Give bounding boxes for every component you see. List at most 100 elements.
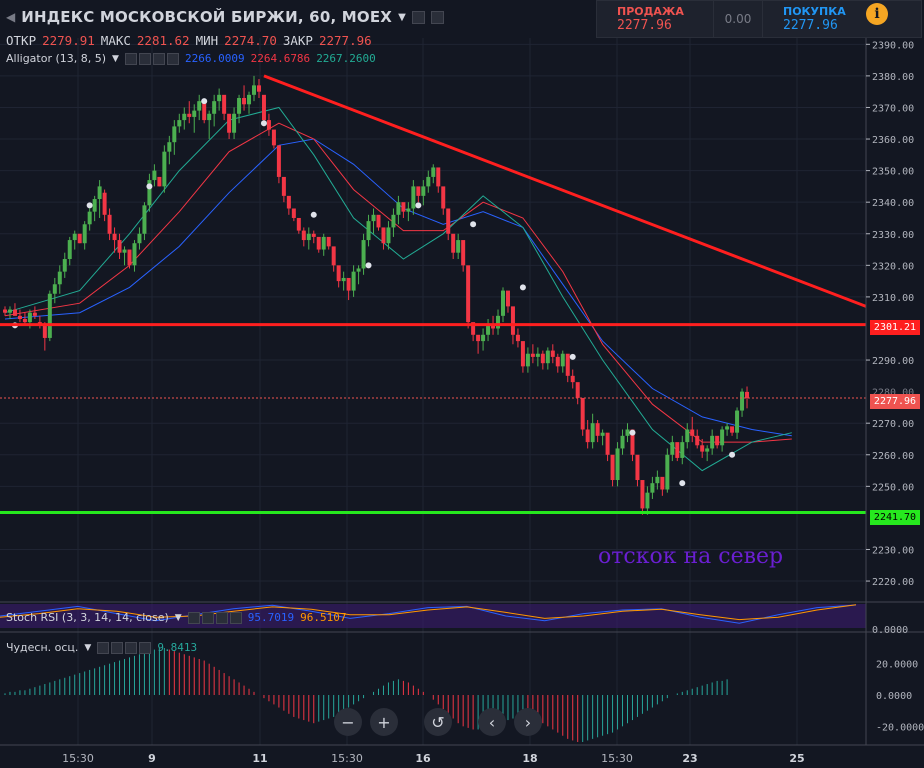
candle-body	[127, 249, 132, 266]
trendline-drawing[interactable]	[263, 74, 915, 327]
candle-body	[560, 353, 565, 367]
candle	[570, 369, 575, 389]
candle	[431, 164, 436, 184]
eye-icon[interactable]	[97, 641, 110, 654]
candle	[441, 186, 446, 215]
settings-icon[interactable]	[201, 611, 214, 624]
chevron-down-icon[interactable]: ▼	[84, 642, 92, 653]
sell-label: ПРОДАЖА	[617, 5, 684, 18]
buy-button[interactable]: ПОКУПКА 2277.96	[762, 1, 877, 37]
settings-icon[interactable]	[138, 52, 151, 65]
ao-pane	[0, 631, 924, 742]
candle-body	[650, 483, 655, 493]
eye-icon[interactable]	[124, 52, 137, 65]
settings-icon[interactable]	[411, 10, 425, 24]
candle	[421, 180, 426, 206]
horizontal-levels[interactable]	[0, 323, 866, 515]
scroll-left-button[interactable]: ‹	[478, 708, 506, 736]
time-axis-label: 15:30	[331, 752, 363, 765]
candle	[461, 240, 466, 272]
candle-body	[570, 375, 575, 383]
candle-body	[655, 476, 660, 484]
candle	[391, 208, 396, 237]
symbol-collapse-icon[interactable]: ◀	[6, 10, 16, 24]
reset-button[interactable]: ↺	[424, 708, 452, 736]
duplicate-icon[interactable]	[125, 641, 138, 654]
remove-icon[interactable]	[430, 10, 444, 24]
candle-body	[730, 426, 735, 433]
candle-body	[256, 85, 261, 92]
candle-body	[232, 113, 237, 133]
candle	[266, 113, 271, 136]
candle	[366, 214, 371, 247]
fractal-marker	[365, 262, 372, 269]
candle	[87, 208, 92, 231]
chart-header: ◀ ИНДЕКС МОСКОВСКОЙ БИРЖИ, 60, MOEX ▼	[6, 8, 444, 26]
last-price-tag: 2277.96	[870, 394, 920, 409]
candle	[735, 407, 740, 439]
candle	[107, 208, 112, 241]
eye-icon[interactable]	[187, 611, 200, 624]
price-axis-label: -20.0000	[876, 722, 924, 733]
candle-body	[252, 85, 256, 95]
settings-icon[interactable]	[111, 641, 124, 654]
sell-button[interactable]: ПРОДАЖА 2277.96	[597, 1, 714, 37]
alligator-lips-value: 2267.2600	[316, 52, 376, 65]
chevron-down-icon[interactable]: ▼	[174, 612, 182, 623]
close-icon[interactable]	[166, 52, 179, 65]
grid	[0, 38, 866, 745]
ao-name[interactable]: Чудесн. осц.	[6, 641, 79, 654]
candle	[271, 129, 276, 149]
trendline	[263, 74, 912, 326]
chevron-down-icon[interactable]: ▼	[112, 53, 119, 64]
candle	[3, 306, 7, 316]
scroll-right-button[interactable]: ›	[514, 708, 542, 736]
candle	[730, 426, 735, 436]
candle	[147, 173, 152, 212]
annotation-text[interactable]: отскок на север	[598, 544, 784, 569]
sell-price: 2277.96	[617, 18, 672, 33]
time-axis-label: 11	[252, 752, 267, 765]
candle-body	[645, 492, 650, 509]
duplicate-icon[interactable]	[152, 52, 165, 65]
candle	[17, 309, 22, 323]
candle	[77, 233, 82, 244]
candle-body	[525, 353, 530, 367]
duplicate-icon[interactable]	[215, 611, 228, 624]
candle	[256, 79, 261, 98]
zoom-out-button[interactable]: −	[334, 708, 362, 736]
time-axis-label: 15:30	[62, 752, 94, 765]
candle-body	[675, 442, 680, 458]
candle-body	[306, 233, 311, 241]
info-icon[interactable]: i	[866, 3, 888, 25]
symbol-title[interactable]: ИНДЕКС МОСКОВСКОЙ БИРЖИ, 60, MOEX	[21, 8, 393, 26]
candle-body	[202, 101, 207, 121]
candle-body	[665, 454, 670, 490]
alligator-name[interactable]: Alligator (13, 8, 5)	[6, 52, 107, 65]
candle	[242, 85, 247, 111]
candle-body	[137, 233, 142, 244]
time-axis-bg	[0, 745, 924, 768]
candle-body	[426, 176, 431, 187]
time-axis-label: 23	[682, 752, 697, 765]
chevron-down-icon[interactable]: ▼	[398, 11, 406, 23]
candle-body	[710, 435, 715, 449]
fractal-marker	[729, 451, 736, 458]
buy-label: ПОКУПКА	[783, 5, 846, 18]
candle	[640, 480, 645, 515]
candle	[481, 328, 486, 351]
candle-body	[670, 442, 675, 455]
candle	[192, 104, 197, 133]
close-icon[interactable]	[229, 611, 242, 624]
price-axis[interactable]: 2390.00 2380.00 2370.00 2360.00 2350.00 2340.…	[865, 38, 924, 745]
candle-body	[705, 448, 710, 452]
zoom-in-button[interactable]: +	[370, 708, 398, 736]
stoch-rsi-name[interactable]: Stoch RSI (3, 3, 14, 14, close)	[6, 611, 169, 624]
price-axis-label: 2370.00	[872, 103, 914, 114]
candle	[426, 170, 431, 193]
close-icon[interactable]	[139, 641, 152, 654]
time-axis[interactable]: 15:30 9 11 15:30 16 18 15:30 23 25	[0, 744, 924, 768]
candle-body	[102, 192, 107, 215]
candle	[102, 189, 107, 222]
